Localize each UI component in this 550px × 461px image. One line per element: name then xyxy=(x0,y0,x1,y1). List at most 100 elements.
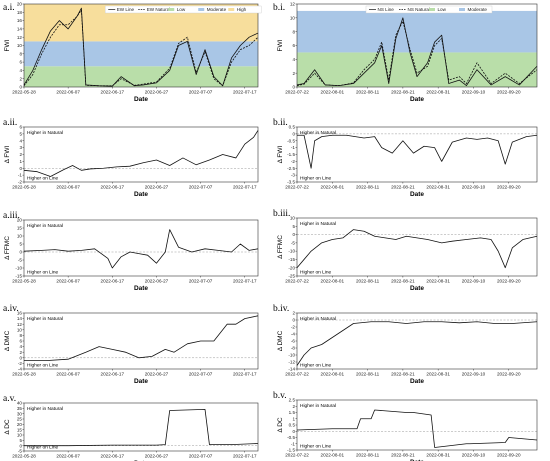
y-tick-label: 20 xyxy=(17,422,23,427)
y-tick-label: 2.5 xyxy=(289,398,296,403)
x-tick-label: 2022-09-10 xyxy=(462,185,486,190)
y-tick-label: 8 xyxy=(19,333,22,338)
x-tick-label: 2022-09-20 xyxy=(497,453,521,458)
y-tick-label: 14 xyxy=(17,27,23,32)
y-tick-label: -1.5 xyxy=(287,152,295,157)
x-tick-label: 2022-06-07 xyxy=(56,185,80,190)
annotation-higher-line: Higher on Line xyxy=(300,176,332,182)
x-tick-label: 2022-08-21 xyxy=(391,372,415,377)
band-low xyxy=(24,66,258,87)
series-line-1 xyxy=(23,229,259,269)
y-tick-label: -2.5 xyxy=(287,166,295,171)
y-tick-label: 0 xyxy=(19,166,22,171)
x-tick-label: 2022-09-10 xyxy=(462,90,486,95)
x-tick-label: 2022-07-07 xyxy=(189,279,213,284)
annotation-higher-line: Higher on Line xyxy=(300,363,332,369)
y-tick-label: 0.5 xyxy=(289,125,296,130)
x-tick-label: 2022-08-01 xyxy=(321,453,345,458)
x-tick-label: 2022-08-31 xyxy=(426,185,450,190)
x-tick-label: 2022-07-17 xyxy=(233,454,257,459)
x-tick-label: 2022-05-28 xyxy=(12,185,36,190)
legend-entry: Moderate xyxy=(207,7,227,12)
x-tick-label: 2022-05-28 xyxy=(12,90,36,95)
y-tick-label: -2 xyxy=(18,361,23,366)
y-tick-label: 14 xyxy=(17,316,23,321)
y-tick-label: 15 xyxy=(17,427,23,432)
y-tick-label: 4 xyxy=(292,57,295,62)
y-tick-label: -1 xyxy=(18,173,23,178)
y-tick-label: 2 xyxy=(19,152,22,157)
x-tick-label: 2022-08-31 xyxy=(426,372,450,377)
panel-b4: -14 -12 -10 -8 -6 -4 -2 0 2 2022-07-22 2022-08-01 2… xyxy=(273,304,538,385)
annotation-higher-line: Higher on Line xyxy=(300,444,332,450)
x-tick-label: 2022-08-01 xyxy=(321,372,345,377)
x-tick-label: 2022-08-21 xyxy=(391,453,415,458)
x-tick-label: 2022-09-20 xyxy=(497,185,521,190)
x-tick-label: 2022-08-21 xyxy=(391,90,415,95)
y-tick-label: -14 xyxy=(288,367,295,372)
x-tick-label: 2022-05-28 xyxy=(12,454,36,459)
x-tick-label: 2022-06-27 xyxy=(145,90,169,95)
x-tick-label: 2022-08-01 xyxy=(321,185,345,190)
y-tick-label: -5 xyxy=(291,240,296,245)
y-tick-label: 0 xyxy=(19,250,22,255)
y-tick-label: 35 xyxy=(17,406,23,411)
legend-entry: Low xyxy=(438,7,447,12)
y-tick-label: -4 xyxy=(18,367,23,372)
x-tick-label: 2022-08-11 xyxy=(356,90,380,95)
x-tick-label: 2022-07-17 xyxy=(233,185,257,190)
y-tick-label: 10 xyxy=(290,216,296,221)
y-tick-label: 2 xyxy=(292,404,295,409)
y-tick-label: -2 xyxy=(291,325,296,330)
y-tick-label: 8 xyxy=(292,29,295,34)
y-tick-label: 0 xyxy=(19,85,22,90)
x-axis-label: Date xyxy=(134,191,148,198)
y-axis-label: Δ DMC xyxy=(277,330,284,351)
legend-box xyxy=(105,5,262,14)
y-tick-label: -5 xyxy=(18,449,23,454)
y-tick-label: -4 xyxy=(291,332,296,337)
x-tick-label: 2022-08-21 xyxy=(391,279,415,284)
panel-label: b.v. xyxy=(273,391,287,401)
x-tick-label: 2022-06-07 xyxy=(56,372,80,377)
y-tick-label: 5 xyxy=(19,131,22,136)
y-tick-label: 12 xyxy=(17,35,23,40)
panel-label: a.i. xyxy=(3,3,15,13)
annotation-higher-natural: Higher in Natural xyxy=(300,221,336,227)
x-tick-label: 2022-08-01 xyxy=(321,279,345,284)
y-tick-label: -5 xyxy=(18,258,23,263)
series-line-1 xyxy=(296,409,538,448)
x-axis-label: Date xyxy=(410,96,424,103)
y-tick-label: 15 xyxy=(17,226,23,231)
y-tick-label: 0 xyxy=(292,131,295,136)
y-tick-label: 1 xyxy=(292,416,295,421)
y-tick-label: 6 xyxy=(19,60,22,65)
y-tick-label: 1 xyxy=(19,159,22,164)
panel-b2: -3.5 -3 -2.5 -2 -1.5 -1 -0.5 00.5 2022-07-22 2022… xyxy=(273,118,538,198)
legend-swatch xyxy=(459,8,465,11)
y-tick-label: -10 xyxy=(15,266,22,271)
x-tick-label: 2022-07-22 xyxy=(285,279,309,284)
y-tick-label: 2 xyxy=(292,71,295,76)
legend-entry: EW Line xyxy=(117,7,135,12)
legend-swatch xyxy=(168,8,175,11)
x-tick-label: 2022-07-07 xyxy=(189,372,213,377)
panel-b3: -25 -20 -15 -10 -5 0 5 10 2022-07-22 2022-08-01 20… xyxy=(273,209,538,292)
y-tick-label: 1.5 xyxy=(289,410,296,415)
y-tick-label: 0 xyxy=(292,232,295,237)
panel-label: b.iv. xyxy=(273,304,289,314)
annotation-higher-line: Higher on Line xyxy=(27,270,59,276)
y-tick-label: 0 xyxy=(292,85,295,90)
panel-label: a.iii. xyxy=(3,211,20,221)
y-axis-label: Δ FFMC xyxy=(277,235,284,259)
x-tick-label: 2022-06-27 xyxy=(145,279,169,284)
annotation-higher-line: Higher on Line xyxy=(27,445,59,451)
x-tick-label: 2022-06-07 xyxy=(56,90,80,95)
panel-a2: -2 -1 0 1 2 3 4 56 2022-05-28 2022-06-07 2022-06-1… xyxy=(3,118,259,198)
legend-entry: EW Natural xyxy=(147,7,171,12)
y-tick-label: -20 xyxy=(288,265,295,270)
x-tick-label: 2022-06-27 xyxy=(145,372,169,377)
x-tick-label: 2022-09-20 xyxy=(497,372,521,377)
series-line-1 xyxy=(297,134,538,169)
y-tick-label: 0 xyxy=(19,443,22,448)
